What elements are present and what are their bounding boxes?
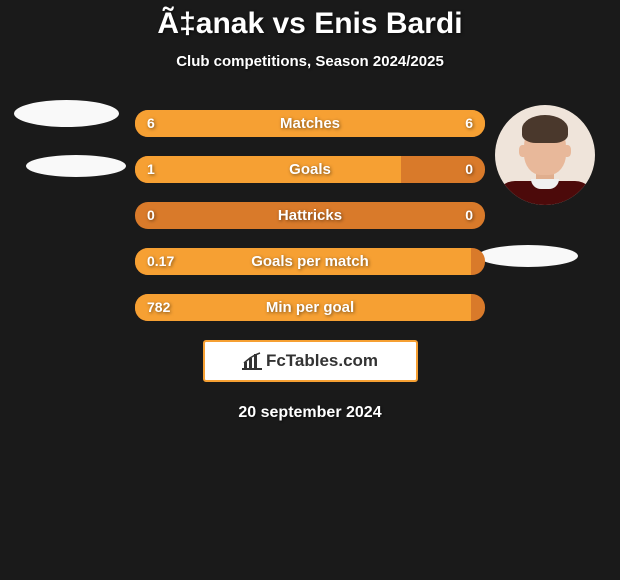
source-logo[interactable]: FcTables.com: [203, 340, 418, 382]
player-right-column: [495, 105, 595, 205]
comparison-widget: Ã‡anak vs Enis Bardi Club competitions, …: [0, 0, 620, 422]
page-subtitle: Club competitions, Season 2024/2025: [0, 53, 620, 70]
logo-text: FcTables.com: [266, 351, 378, 371]
stat-row-matches: 6 Matches 6: [135, 110, 485, 137]
player-avatar[interactable]: [495, 105, 595, 205]
stat-label: Hattricks: [135, 202, 485, 229]
stat-value-right: 6: [465, 110, 473, 137]
stat-row-goals-per-match: 0.17 Goals per match: [135, 248, 485, 275]
placeholder-ellipse: [14, 100, 119, 127]
stat-row-hattricks: 0 Hattricks 0: [135, 202, 485, 229]
stat-value-right: 0: [465, 202, 473, 229]
placeholder-ellipse: [478, 245, 578, 267]
page-title: Ã‡anak vs Enis Bardi: [0, 7, 620, 41]
stat-row-min-per-goal: 782 Min per goal: [135, 294, 485, 321]
stats-area: 6 Matches 6 1 Goals 0 0 Hattricks 0 0.17…: [0, 110, 620, 321]
stat-value-right: 0: [465, 156, 473, 183]
placeholder-ellipse: [26, 155, 126, 177]
bar-chart-icon: [242, 352, 262, 370]
stat-row-goals: 1 Goals 0: [135, 156, 485, 183]
stat-label: Goals per match: [135, 248, 485, 275]
stat-label: Min per goal: [135, 294, 485, 321]
stat-label: Goals: [135, 156, 485, 183]
footer-date: 20 september 2024: [0, 404, 620, 422]
stat-label: Matches: [135, 110, 485, 137]
